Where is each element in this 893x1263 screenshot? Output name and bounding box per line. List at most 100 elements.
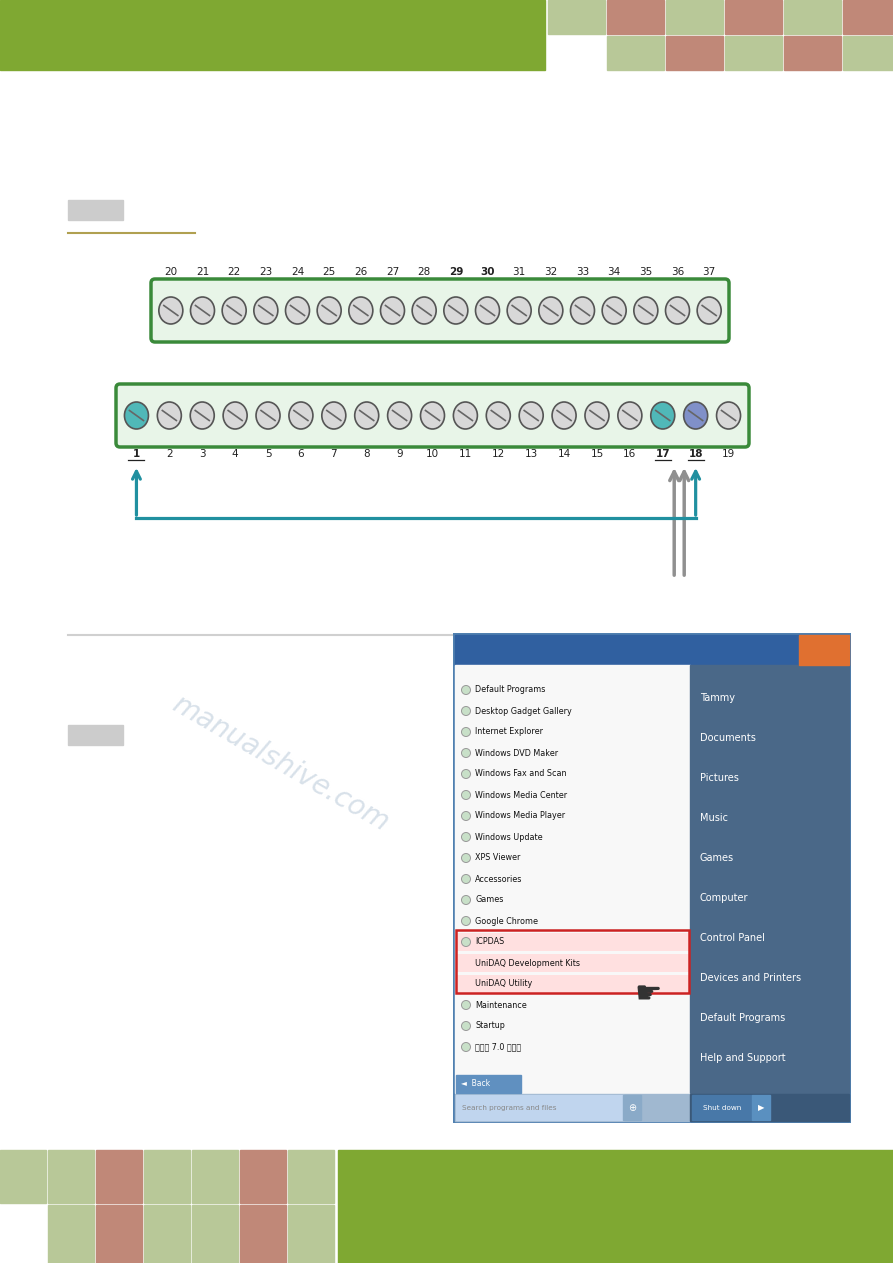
Ellipse shape: [317, 297, 341, 325]
Text: 29: 29: [448, 266, 463, 277]
Text: Documents: Documents: [700, 733, 755, 743]
Bar: [666, 0, 723, 34]
FancyBboxPatch shape: [151, 279, 729, 342]
Ellipse shape: [462, 769, 471, 778]
Text: 34: 34: [607, 266, 621, 277]
Ellipse shape: [124, 402, 148, 429]
Text: 12: 12: [492, 450, 505, 458]
Ellipse shape: [475, 297, 499, 325]
Bar: [456, 930, 689, 993]
Text: Accessories: Accessories: [475, 874, 522, 884]
Ellipse shape: [462, 854, 471, 863]
Ellipse shape: [507, 297, 531, 325]
Text: Devices and Printers: Devices and Printers: [700, 973, 801, 983]
Ellipse shape: [571, 297, 595, 325]
Ellipse shape: [355, 402, 379, 429]
Ellipse shape: [519, 402, 543, 429]
Text: UniDAQ Development Kits: UniDAQ Development Kits: [475, 959, 580, 967]
Text: 18: 18: [689, 450, 703, 458]
Bar: [784, 37, 841, 69]
Text: ☛: ☛: [634, 980, 662, 1009]
Bar: [68, 200, 123, 220]
Text: Pictures: Pictures: [700, 773, 739, 783]
Ellipse shape: [665, 297, 689, 325]
Text: 25: 25: [322, 266, 336, 277]
Bar: [288, 1205, 334, 1263]
Bar: [48, 1205, 94, 1263]
Bar: [666, 37, 723, 69]
Ellipse shape: [286, 297, 310, 325]
Text: 15: 15: [590, 450, 604, 458]
Ellipse shape: [462, 727, 471, 736]
Bar: [455, 1094, 690, 1122]
Text: 9: 9: [396, 450, 403, 458]
Text: 23: 23: [259, 266, 272, 277]
Ellipse shape: [462, 874, 471, 884]
Ellipse shape: [462, 686, 471, 695]
Ellipse shape: [462, 937, 471, 946]
Bar: [456, 954, 689, 973]
Text: 8: 8: [363, 450, 370, 458]
Ellipse shape: [487, 402, 510, 429]
Text: Windows DVD Maker: Windows DVD Maker: [475, 749, 558, 758]
Text: 16: 16: [623, 450, 637, 458]
Text: 13: 13: [524, 450, 538, 458]
Ellipse shape: [254, 297, 278, 325]
Text: 20: 20: [164, 266, 178, 277]
Ellipse shape: [444, 297, 468, 325]
Text: Windows Media Center: Windows Media Center: [475, 791, 567, 799]
Bar: [338, 1151, 893, 1263]
Bar: [623, 1095, 641, 1120]
Ellipse shape: [716, 402, 740, 429]
Text: 2: 2: [166, 450, 172, 458]
Bar: [192, 1151, 238, 1202]
Text: Default Programs: Default Programs: [475, 686, 546, 695]
Ellipse shape: [421, 402, 445, 429]
Bar: [96, 1205, 142, 1263]
Bar: [48, 1151, 94, 1202]
Text: Tammy: Tammy: [700, 693, 735, 703]
Bar: [240, 1205, 286, 1263]
FancyBboxPatch shape: [116, 384, 749, 447]
Ellipse shape: [602, 297, 626, 325]
Bar: [456, 1075, 521, 1092]
Text: 5: 5: [264, 450, 271, 458]
Ellipse shape: [462, 1000, 471, 1009]
Text: 6: 6: [297, 450, 305, 458]
Text: XPS Viewer: XPS Viewer: [475, 854, 521, 863]
Bar: [240, 1151, 286, 1202]
Text: 36: 36: [671, 266, 684, 277]
Ellipse shape: [618, 402, 642, 429]
Text: 4: 4: [232, 450, 238, 458]
Bar: [607, 37, 664, 69]
Text: Maintenance: Maintenance: [475, 1000, 527, 1009]
Text: 26: 26: [355, 266, 367, 277]
Bar: [456, 975, 689, 993]
Text: Games: Games: [700, 853, 734, 863]
Text: 33: 33: [576, 266, 589, 277]
Ellipse shape: [462, 791, 471, 799]
Ellipse shape: [684, 402, 707, 429]
Text: Control Panel: Control Panel: [700, 933, 765, 943]
Ellipse shape: [223, 402, 247, 429]
Bar: [799, 635, 849, 666]
Text: 28: 28: [418, 266, 430, 277]
Bar: [843, 37, 893, 69]
Text: Computer: Computer: [700, 893, 748, 903]
Ellipse shape: [159, 297, 183, 325]
Text: Help and Support: Help and Support: [700, 1053, 786, 1063]
Bar: [690, 666, 849, 1092]
Bar: [843, 0, 893, 34]
Text: Shut down: Shut down: [703, 1105, 741, 1111]
Text: ICPDAS: ICPDAS: [475, 937, 505, 946]
Text: Windows Media Player: Windows Media Player: [475, 812, 565, 821]
Text: Windows Update: Windows Update: [475, 832, 543, 841]
Bar: [288, 1151, 334, 1202]
Bar: [0, 1151, 46, 1202]
Text: Desktop Gadget Gallery: Desktop Gadget Gallery: [475, 706, 572, 716]
Text: 30: 30: [480, 266, 495, 277]
Text: 27: 27: [386, 266, 399, 277]
Ellipse shape: [289, 402, 313, 429]
Ellipse shape: [462, 917, 471, 926]
Ellipse shape: [462, 1042, 471, 1052]
